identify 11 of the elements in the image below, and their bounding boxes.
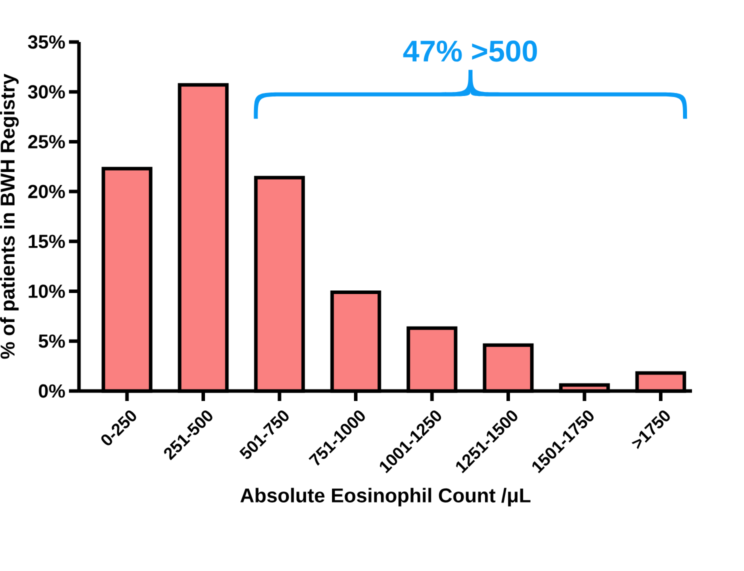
x-axis-title: Absolute Eosinophil Count /μL xyxy=(240,488,530,506)
y-tick-label: 35% xyxy=(28,35,65,49)
y-tick-label: 10% xyxy=(28,284,65,298)
y-tick-label: 30% xyxy=(28,85,65,99)
y-tick-label: 25% xyxy=(28,135,65,148)
y-tick-label: 15% xyxy=(28,234,65,248)
y-tick-label: 5% xyxy=(38,334,65,348)
y-tick-label: 0% xyxy=(38,384,65,398)
y-tick-label: 20% xyxy=(28,184,65,198)
y-axis-title: % of patients in BWH Registry xyxy=(0,74,19,359)
annotation: 47% >500 xyxy=(403,40,537,62)
